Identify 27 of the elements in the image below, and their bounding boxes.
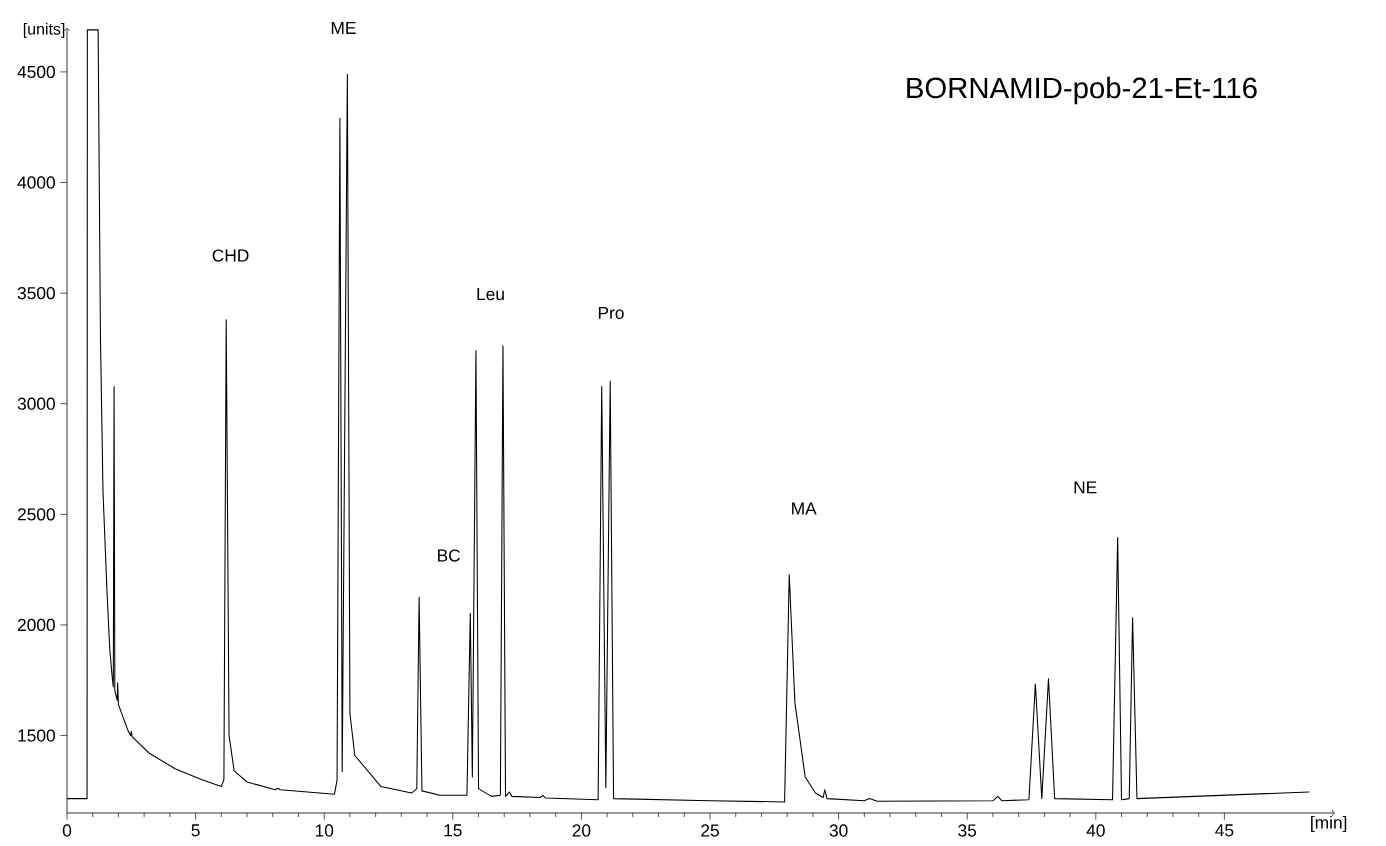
y-tick-label: 4000 (17, 176, 55, 189)
y-tick-label: 1500 (18, 729, 55, 742)
annotation: Leu (477, 288, 504, 301)
x-tick-label: 15 (444, 824, 462, 837)
text: BORNAMID-pob-21-Et-116 (907, 76, 1257, 105)
annotation: ME (331, 21, 356, 34)
y-tick-label: 2000 (17, 618, 55, 632)
x-tick-label: 40 (1086, 824, 1105, 837)
x-tick-label: 25 (701, 824, 719, 837)
annotation: NE (1074, 481, 1097, 494)
y-axis-title: [units] (23, 22, 65, 38)
x-tick-label: 30 (829, 824, 848, 837)
y-tick-label: 4500 (17, 65, 55, 79)
annotation: MA (792, 502, 817, 515)
x-tick-label: 5 (191, 824, 200, 837)
annotation: Pro (598, 306, 624, 319)
y-tick-label: 3000 (17, 397, 55, 410)
x-tick-label: 45 (1215, 824, 1234, 837)
y-tick-label: 2500 (17, 508, 55, 521)
x-tick-label: 10 (315, 824, 334, 837)
annotation: BC (438, 549, 461, 562)
x-tick-label: 20 (572, 824, 591, 837)
y-tick-label: 3500 (17, 286, 55, 300)
x-axis-title: [min] (1311, 815, 1347, 833)
x-tick-label: 35 (958, 824, 977, 837)
annotation: CHD (212, 249, 249, 262)
x-tick-label: 0 (62, 824, 72, 837)
